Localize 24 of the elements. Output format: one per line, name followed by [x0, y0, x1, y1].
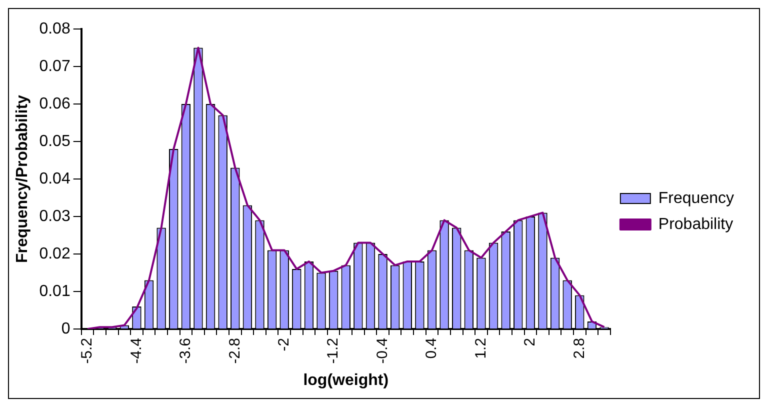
x-tick-label: 0.4	[423, 338, 440, 359]
x-axis-title: log(weight)	[303, 372, 389, 389]
legend-label: Frequency	[658, 190, 734, 207]
legend-label: Probability	[658, 216, 734, 233]
x-tick-label: -2	[275, 338, 292, 352]
y-tick-label: 0	[61, 320, 70, 338]
y-tick-label: 0.06	[39, 95, 70, 112]
y-tick-label: 0.02	[39, 245, 70, 262]
x-tick-label: -5.2	[78, 338, 96, 364]
y-axis-title: Frequency/Probability	[14, 94, 32, 263]
x-tick-label: -3.6	[177, 338, 194, 364]
y-tick-label: 0.01	[39, 282, 70, 300]
x-tick-label: -2.8	[226, 338, 244, 364]
x-tick-label: -4.4	[128, 338, 145, 364]
x-tick-label: 2.8	[570, 338, 588, 359]
x-tick-label: -0.4	[374, 338, 391, 364]
y-tick-label: 0.04	[39, 170, 70, 188]
y-tick-label: 0.07	[39, 58, 70, 75]
x-tick-label: 2	[522, 338, 539, 346]
y-tick-label: 0.03	[39, 208, 70, 225]
x-tick-label: -1.2	[324, 338, 342, 364]
x-tick-label: 1.2	[472, 338, 490, 359]
y-tick-label: 0.05	[39, 132, 70, 150]
y-tick-label: 0.08	[39, 20, 70, 38]
